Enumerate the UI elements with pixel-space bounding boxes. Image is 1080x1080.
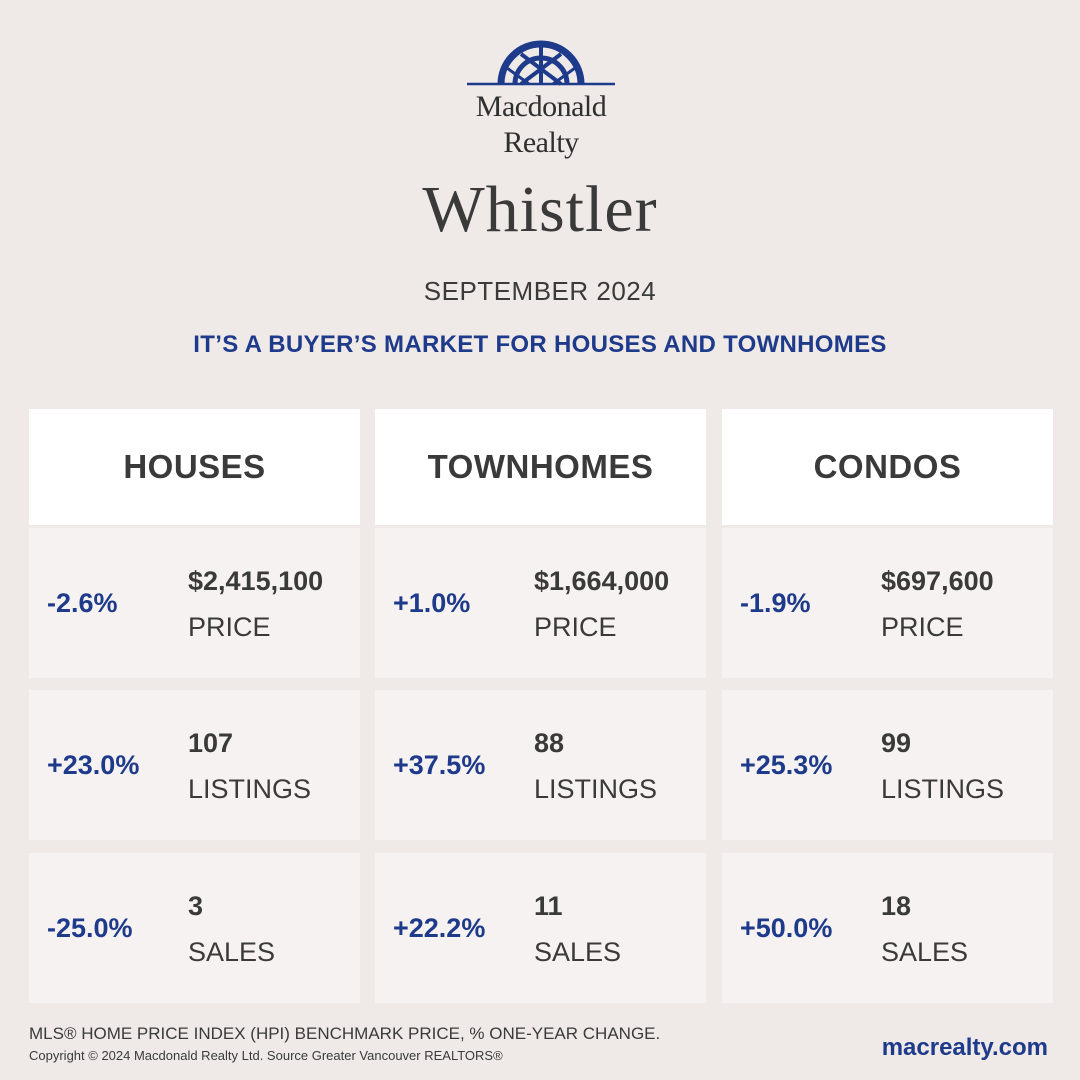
stat-value: 11: [534, 891, 563, 921]
stat-metric: LISTINGS: [188, 774, 312, 804]
brand-name-line1: Macdonald: [475, 90, 607, 123]
stat-value: 107: [188, 728, 234, 758]
stat-card-listings: +25.3% 99 LISTINGS: [722, 690, 1053, 840]
stat-change: +50.0%: [740, 912, 833, 943]
stat-card-price: -2.6% $2,415,100 PRICE: [29, 528, 360, 678]
stat-value: 88: [534, 728, 565, 758]
stat-metric: SALES: [881, 937, 969, 967]
stat-value: 99: [881, 728, 912, 758]
stat-value: $697,600: [881, 566, 994, 596]
stat-metric: SALES: [534, 937, 622, 967]
stat-card-listings: +37.5% 88 LISTINGS: [375, 690, 706, 840]
stat-card-sales: +22.2% 11 SALES: [375, 853, 706, 1003]
stat-value: $1,664,000: [534, 566, 670, 596]
city-title: Whistler: [422, 173, 658, 246]
stat-metric: PRICE: [534, 612, 617, 642]
report-period: SEPTEMBER 2024: [423, 276, 657, 306]
stat-change: -2.6%: [47, 587, 118, 618]
stat-change: +25.3%: [740, 749, 833, 780]
stat-value: 3: [188, 891, 204, 921]
stat-metric: SALES: [188, 937, 276, 967]
column-title: CONDOS: [722, 409, 1053, 525]
stat-change: +1.0%: [393, 587, 471, 618]
macdonald-realty-logo: Macdonald Realty: [463, 40, 619, 164]
stat-value: 18: [881, 891, 912, 921]
stat-metric: PRICE: [188, 612, 271, 642]
column-title: HOUSES: [29, 409, 360, 525]
stat-value: $2,415,100: [188, 566, 324, 596]
market-headline: IT’S A BUYER’S MARKET FOR HOUSES AND TOW…: [193, 331, 887, 358]
stat-change: +22.2%: [393, 912, 486, 943]
stat-metric: PRICE: [881, 612, 964, 642]
stat-change: -25.0%: [47, 912, 133, 943]
stat-card-sales: +50.0% 18 SALES: [722, 853, 1053, 1003]
stat-change: +23.0%: [47, 749, 140, 780]
stat-card-sales: -25.0% 3 SALES: [29, 853, 360, 1003]
stat-change: +37.5%: [393, 749, 486, 780]
hpi-footnote: MLS® HOME PRICE INDEX (HPI) BENCHMARK PR…: [29, 1024, 661, 1043]
stat-change: -1.9%: [740, 587, 811, 618]
copyright-notice: Copyright © 2024 Macdonald Realty Ltd. S…: [29, 1048, 503, 1063]
website-link[interactable]: macrealty.com: [881, 1034, 1048, 1061]
stat-metric: LISTINGS: [534, 774, 658, 804]
stat-metric: LISTINGS: [881, 774, 1005, 804]
column-title: TOWNHOMES: [375, 409, 706, 525]
stat-card-price: -1.9% $697,600 PRICE: [722, 528, 1053, 678]
brand-emblem-icon: [467, 40, 615, 86]
brand-name-line2: Realty: [503, 126, 579, 159]
stat-card-price: +1.0% $1,664,000 PRICE: [375, 528, 706, 678]
stat-card-listings: +23.0% 107 LISTINGS: [29, 690, 360, 840]
